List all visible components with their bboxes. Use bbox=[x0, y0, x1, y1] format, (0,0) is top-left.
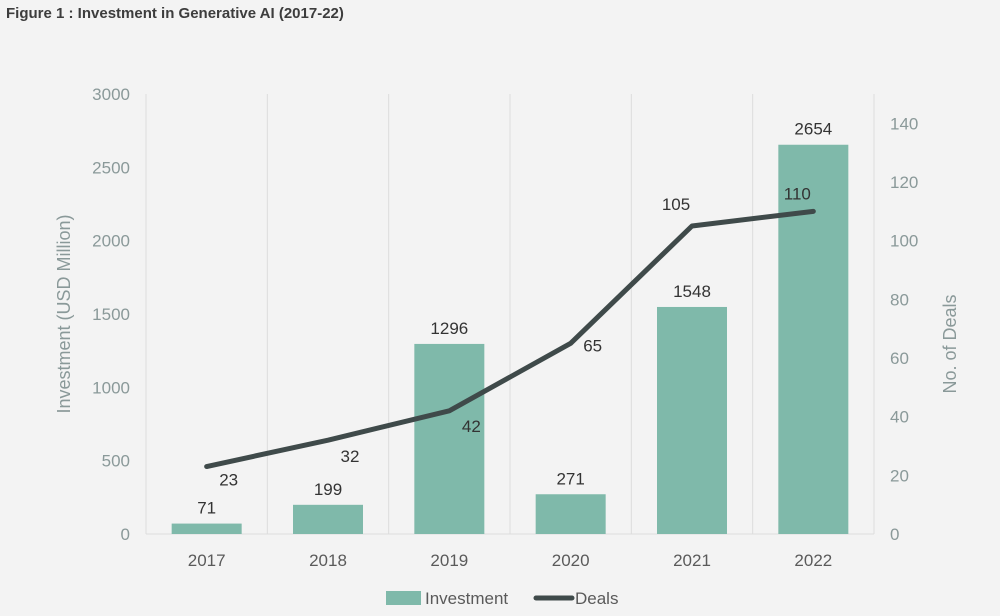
y-tick-label: 3000 bbox=[92, 85, 130, 104]
bar-investment bbox=[293, 504, 363, 534]
legend-deals-label: Deals bbox=[575, 589, 618, 608]
legend-investment-swatch bbox=[386, 591, 421, 605]
y-tick-label: 500 bbox=[102, 452, 130, 471]
y2-tick-label: 80 bbox=[890, 290, 909, 309]
figure-title: Figure 1 : Investment in Generative AI (… bbox=[6, 5, 344, 22]
y-tick-label: 1000 bbox=[92, 378, 130, 397]
x-tick-label: 2017 bbox=[188, 551, 226, 570]
x-tick-label: 2020 bbox=[552, 551, 590, 570]
y2-axis-label: No. of Deals bbox=[940, 294, 960, 393]
deals-line bbox=[204, 208, 816, 470]
bar-value-label: 1548 bbox=[673, 282, 711, 301]
y2-tick-label: 140 bbox=[890, 114, 918, 133]
y-axis-label: Investment (USD Million) bbox=[54, 214, 74, 413]
bar-value-label: 1296 bbox=[430, 319, 468, 338]
y2-tick-label: 60 bbox=[890, 349, 909, 368]
line-value-label: 65 bbox=[583, 336, 602, 355]
line-value-label: 42 bbox=[462, 417, 481, 436]
bar-value-label: 271 bbox=[556, 469, 584, 488]
deals-line-group bbox=[204, 208, 816, 470]
y2-tick-label: 20 bbox=[890, 466, 909, 485]
y-tick-label: 0 bbox=[121, 525, 130, 544]
bar-value-label: 71 bbox=[197, 499, 216, 518]
left-axis-ticks: 0 500 1000 1500 2000 2500 3000 bbox=[92, 85, 130, 544]
data-labels: 71 199 1296 271 1548 2654 23 32 42 65 105 110 bbox=[197, 120, 832, 518]
grid-lines bbox=[145, 94, 875, 535]
x-tick-label: 2021 bbox=[673, 551, 711, 570]
line-value-label: 105 bbox=[662, 195, 690, 214]
bar-investment bbox=[171, 523, 242, 534]
y-tick-label: 2000 bbox=[92, 232, 130, 251]
bar-investment bbox=[414, 343, 485, 534]
legend: Investment Deals bbox=[386, 589, 618, 608]
bar-value-label: 199 bbox=[314, 480, 342, 499]
bar-investment bbox=[535, 494, 606, 534]
y2-tick-label: 100 bbox=[890, 232, 918, 251]
line-value-label: 110 bbox=[784, 184, 811, 203]
legend-investment-label: Investment bbox=[425, 589, 508, 608]
y-tick-label: 2500 bbox=[92, 158, 130, 177]
y-tick-label: 1500 bbox=[92, 305, 130, 324]
right-axis-ticks: 0 20 40 60 80 100 120 140 bbox=[890, 114, 918, 544]
line-value-label: 23 bbox=[219, 471, 238, 490]
x-tick-label: 2019 bbox=[430, 551, 468, 570]
line-value-label: 32 bbox=[341, 447, 360, 466]
x-tick-label: 2022 bbox=[794, 551, 832, 570]
bar-value-label: 2654 bbox=[794, 120, 832, 139]
y2-tick-label: 40 bbox=[890, 408, 909, 427]
bar-investment bbox=[657, 306, 727, 534]
x-axis-ticks: 2017 2018 2019 2020 2021 2022 bbox=[188, 551, 832, 570]
x-tick-label: 2018 bbox=[309, 551, 347, 570]
y2-tick-label: 120 bbox=[890, 173, 918, 192]
y2-tick-label: 0 bbox=[890, 525, 899, 544]
